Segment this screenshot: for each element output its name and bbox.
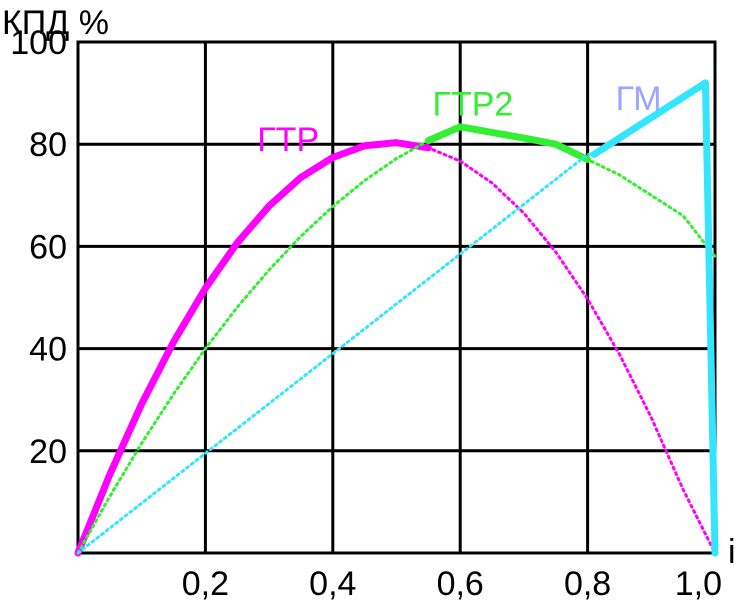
grid bbox=[76, 40, 717, 555]
x-tick-label: 0,8 bbox=[564, 565, 611, 600]
y-tick-label: 100 bbox=[10, 24, 67, 62]
series-labels: ГТР ГТР2 ГМ bbox=[257, 80, 661, 159]
y-tick-label: 20 bbox=[29, 433, 67, 471]
x-tick-label: 0,6 bbox=[437, 565, 484, 600]
x-axis-label: i bbox=[728, 533, 736, 571]
y-axis-label: КПД % bbox=[2, 4, 109, 42]
series-label: ГМ bbox=[616, 80, 662, 118]
x-tick-label: 0,4 bbox=[309, 565, 356, 600]
series-line-dotted bbox=[76, 125, 717, 555]
series-line-dotted bbox=[76, 80, 717, 555]
series-line-solid bbox=[424, 123, 592, 164]
ticks-layer: 0,2 0,4 0,6 0,8 1,0 20 40 60 80 100 bbox=[10, 24, 722, 600]
x-tick-label: 1,0 bbox=[675, 565, 722, 600]
series-label: ГТР2 bbox=[433, 85, 514, 123]
series-label: ГТР bbox=[257, 121, 319, 159]
series-line-solid bbox=[590, 79, 719, 557]
x-tick-label: 0,2 bbox=[182, 565, 229, 600]
y-tick-label: 40 bbox=[29, 331, 67, 369]
plot-frame bbox=[76, 40, 717, 555]
series-layer bbox=[74, 79, 719, 557]
y-tick-label: 60 bbox=[29, 228, 67, 266]
y-tick-label: 80 bbox=[29, 126, 67, 164]
series-line-solid bbox=[74, 139, 432, 557]
